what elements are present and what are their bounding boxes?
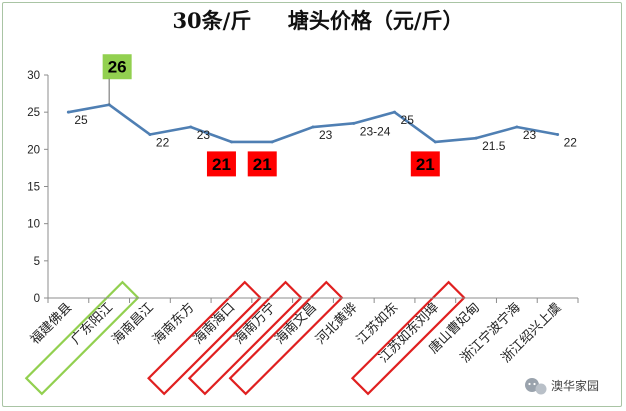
y-tick-label: 0 — [34, 293, 40, 305]
category-label: 广东阳江 — [69, 300, 116, 347]
chart-frame — [2, 2, 622, 407]
y-tick-label: 20 — [27, 144, 40, 156]
data-point — [229, 140, 233, 144]
category-outline-box — [350, 280, 466, 396]
data-point — [148, 132, 152, 136]
data-label: 23-24 — [360, 124, 391, 138]
data-point — [189, 125, 193, 129]
data-label: 23 — [197, 128, 211, 142]
category-outline-box — [147, 280, 262, 396]
data-point — [393, 110, 397, 114]
data-label: 25 — [74, 113, 88, 127]
data-label: 21.5 — [482, 139, 506, 153]
data-point — [515, 125, 519, 129]
highlight-badge-label: 26 — [108, 58, 127, 77]
category-labels: 福建佛县广东阳江海南昌江海南东方海南海口海南万宁海南文昌河北黄骅江苏如东江苏如东… — [28, 300, 565, 366]
category-label: 海南东方 — [149, 300, 197, 348]
highlight-badge — [247, 151, 277, 177]
data-label: 23 — [523, 128, 537, 142]
highlight-badge-label: 21 — [212, 155, 231, 174]
highlight-badge-label: 21 — [253, 155, 272, 174]
highlight-badges: 26 21 21 21 — [102, 54, 440, 177]
category-outline-box — [228, 280, 344, 396]
data-point — [66, 110, 70, 114]
data-point — [311, 125, 315, 129]
data-point — [556, 132, 560, 136]
series-line — [66, 103, 560, 144]
highlight-badge — [206, 151, 236, 177]
data-point — [352, 121, 356, 125]
category-label: 海南海口 — [190, 300, 238, 348]
y-tick-label: 15 — [27, 182, 40, 194]
category-outline-box — [187, 280, 303, 396]
y-tick-label: 5 — [34, 256, 40, 268]
category-label: 海南文昌 — [272, 300, 320, 348]
data-label: 22 — [564, 135, 578, 149]
watermark: 澳华家园 — [525, 378, 599, 395]
data-labels: 25 22 23 23 23-24 25 21.5 23 22 — [74, 113, 577, 153]
data-point — [474, 136, 478, 140]
highlight-badge-label: 21 — [416, 155, 435, 174]
y-tick-label: 25 — [27, 107, 40, 119]
category-label: 海南万宁 — [231, 300, 279, 348]
chart-title: 30条/斤 塘头价格（元/斤） — [172, 8, 463, 33]
data-point — [433, 140, 437, 144]
series-path — [68, 103, 558, 144]
category-label: 海南昌江 — [109, 300, 157, 348]
data-label: 25 — [401, 113, 415, 127]
category-label: 河北黄骅 — [313, 300, 360, 347]
category-outlines — [24, 280, 466, 396]
data-point — [270, 140, 274, 144]
axes: 0 5 10 15 20 25 30 — [27, 70, 579, 305]
data-label: 23 — [319, 128, 333, 142]
category-outline-box — [24, 280, 140, 396]
highlight-badge — [410, 151, 440, 177]
y-tick-label: 10 — [27, 219, 40, 231]
category-label: 福建佛县 — [28, 300, 75, 347]
y-tick-label: 30 — [27, 70, 40, 82]
wechat-icon — [525, 378, 547, 395]
watermark-text: 澳华家园 — [551, 378, 599, 393]
highlight-badge — [102, 54, 132, 80]
data-label: 22 — [156, 135, 170, 149]
